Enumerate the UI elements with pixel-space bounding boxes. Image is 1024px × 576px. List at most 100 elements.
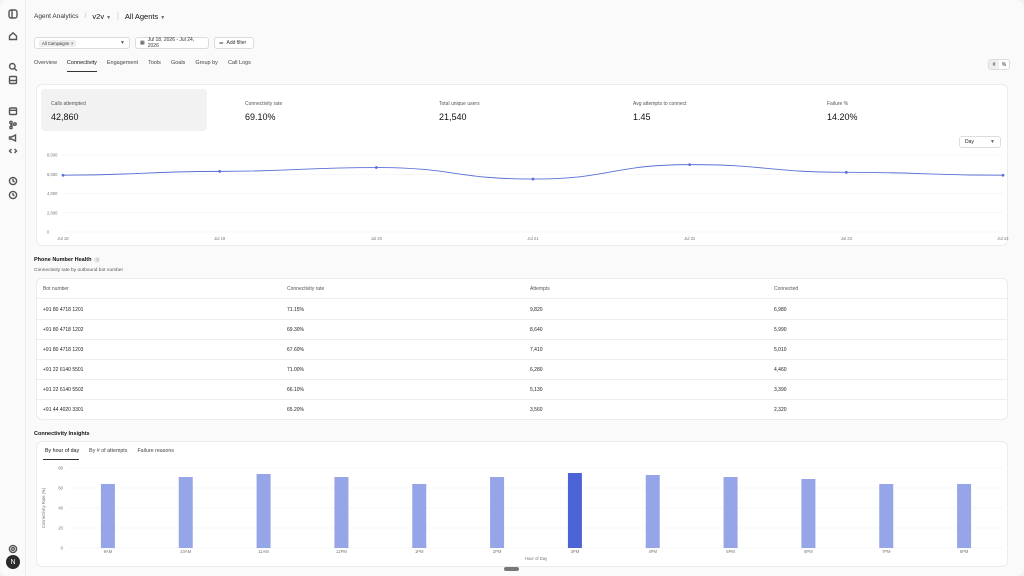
- code-icon[interactable]: [8, 146, 18, 156]
- x-tick-label: 3PM: [571, 549, 580, 554]
- x-tick-label: 7PM: [882, 549, 891, 554]
- tab-goals[interactable]: Goals: [170, 60, 186, 66]
- x-tick-label: 6PM: [804, 549, 813, 554]
- metric-label: Calls attempted: [51, 101, 86, 107]
- cell-bot-number: +91 22 6140 5502: [43, 387, 84, 393]
- agent-label: All Agents: [124, 11, 159, 21]
- data-point: [374, 166, 378, 169]
- table-header: Bot number Connectivity rate Attempts Co…: [37, 279, 1009, 299]
- bar: [412, 484, 427, 548]
- column-header: Connected: [774, 286, 799, 292]
- date-range-picker[interactable]: ▦ Jul 18, 2026 - Jul 24, 2026: [135, 37, 209, 49]
- main-content: Agent Analytics / v2v ▼ | All Agents ▼ All…: [26, 0, 1024, 576]
- x-tick-label: Jul 18: [57, 236, 69, 241]
- cell-connectivity: 71.15%: [287, 307, 304, 313]
- sidebar-toggle-icon[interactable]: [8, 9, 18, 19]
- metric-avg-attempts[interactable]: Avg attempts to connect 1.45: [623, 89, 789, 131]
- y-tick-label: 0: [61, 546, 64, 551]
- inbox-icon[interactable]: [8, 75, 18, 85]
- phone-health-title-text: Phone Number Health: [34, 257, 92, 263]
- campaign-chip-label: All Campaigns: [42, 40, 69, 46]
- toggle-count[interactable]: #: [989, 60, 999, 69]
- calls-line-chart: 8,000 6,000 4,000 2,000 0 Jul 18 Jul 19 Jul 20 J…: [47, 153, 1009, 242]
- hourly-bar-chart: 80 60 40 20 0 Connectivity Rate (%) 9AM 10AM 11A…: [41, 466, 1003, 561]
- data-point: [688, 163, 692, 167]
- y-tick-label: 20: [58, 526, 63, 531]
- granularity-label: Day: [965, 139, 974, 145]
- tab-overview[interactable]: Overview: [34, 60, 57, 66]
- count-percent-toggle: # %: [988, 59, 1010, 70]
- metric-label: Total unique users: [439, 101, 480, 107]
- info-icon[interactable]: ?: [94, 257, 101, 263]
- cell-bot-number: +91 44 4020 3301: [43, 407, 84, 413]
- table-row[interactable]: +91 80 4718 1201 71.15% 9,820 6,980: [37, 300, 1009, 320]
- version-label: v2v: [92, 11, 105, 21]
- tab-failure-reasons[interactable]: Failure reasons: [137, 448, 174, 454]
- calendar-icon[interactable]: [8, 106, 18, 116]
- table-row[interactable]: +91 80 4718 1202 69.30% 8,640 5,990: [37, 320, 1009, 340]
- insights-card: By hour of day By # of attempts Failure …: [36, 441, 1008, 567]
- campaign-select[interactable]: All Campaigns × ▼: [34, 37, 130, 49]
- insights-title: Connectivity Insights: [34, 431, 90, 437]
- user-avatar[interactable]: N: [6, 555, 20, 569]
- metric-unique-users[interactable]: Total unique users 21,540: [429, 89, 595, 131]
- cell-connected: 4,460: [774, 367, 787, 373]
- cell-bot-number: +91 22 6140 5501: [43, 367, 84, 373]
- calendar-icon: ▦: [140, 40, 145, 46]
- x-tick-label: Jul 24: [997, 236, 1009, 241]
- y-tick-label: 0: [47, 230, 50, 235]
- x-tick-label: Jul 23: [841, 236, 853, 241]
- table-row[interactable]: +91 44 4020 3301 65.20% 3,560 2,320: [37, 400, 1009, 420]
- megaphone-icon[interactable]: [8, 133, 18, 143]
- table-row[interactable]: +91 80 4718 1203 67.60% 7,410 5,010: [37, 340, 1009, 360]
- data-point: [531, 177, 535, 181]
- tab-group-by[interactable]: Group by: [195, 60, 218, 66]
- version-selector[interactable]: v2v ▼: [92, 12, 111, 21]
- tab-engagement[interactable]: Engagement: [106, 60, 139, 66]
- bar: [957, 484, 972, 548]
- x-tick-label: Jul 20: [371, 236, 383, 241]
- tab-by-attempts[interactable]: By # of attempts: [89, 448, 128, 454]
- breadcrumb-separator: /: [84, 12, 87, 20]
- data-point: [844, 170, 848, 174]
- add-filter-button[interactable]: ⚌ Add filter: [214, 37, 254, 49]
- home-icon[interactable]: [8, 31, 18, 41]
- cell-connected: 3,390: [774, 387, 787, 393]
- date-range-label: Jul 18, 2026 - Jul 24, 2026: [147, 37, 195, 49]
- branch-icon[interactable]: [8, 120, 18, 130]
- granularity-select[interactable]: Day ▼: [959, 136, 1001, 148]
- remove-chip-icon[interactable]: ×: [71, 40, 74, 46]
- y-tick-label: 2,000: [47, 210, 58, 215]
- chevron-down-icon: ▼: [160, 14, 166, 21]
- metric-failure-percent[interactable]: Failure % 14.20%: [817, 89, 983, 131]
- breadcrumb-separator: |: [117, 12, 119, 20]
- tab-by-hour[interactable]: By hour of day: [43, 448, 80, 460]
- metric-connectivity-rate[interactable]: Connectivity rate 69.10%: [235, 89, 401, 131]
- settings-icon[interactable]: [8, 544, 18, 554]
- toggle-percent[interactable]: %: [1001, 61, 1007, 68]
- column-header: Attempts: [530, 286, 550, 292]
- metric-label: Failure %: [827, 101, 849, 107]
- x-tick-label: 4PM: [648, 549, 657, 554]
- cell-connected: 2,320: [774, 407, 787, 413]
- agent-selector[interactable]: All Agents ▼: [125, 12, 165, 21]
- search-icon[interactable]: [8, 62, 18, 72]
- tab-connectivity[interactable]: Connectivity: [66, 60, 97, 72]
- table-row[interactable]: +91 22 6140 5502 66.10% 5,130 3,390: [37, 380, 1009, 400]
- breadcrumb-section[interactable]: Agent Analytics: [34, 12, 79, 20]
- history-icon[interactable]: [8, 190, 18, 200]
- tab-call-logs[interactable]: Call Logs: [227, 60, 251, 66]
- metric-value: 42,860: [51, 112, 79, 122]
- tab-tools[interactable]: Tools: [148, 60, 161, 66]
- metrics-card: Calls attempted 42,860 Connectivity rate…: [36, 84, 1009, 246]
- analytics-icon[interactable]: [8, 176, 18, 186]
- metric-calls-attempted[interactable]: Calls attempted 42,860: [41, 89, 207, 131]
- bar: [723, 477, 738, 548]
- bar: [490, 477, 505, 548]
- cell-connected: 5,990: [774, 327, 787, 333]
- x-tick-label: 9AM: [104, 549, 113, 554]
- breadcrumb: Agent Analytics / v2v ▼ | All Agents ▼: [34, 10, 165, 22]
- scrollbar-thumb[interactable]: [504, 567, 519, 571]
- table-row[interactable]: +91 22 6140 5501 71.00% 6,280 4,460: [37, 360, 1009, 380]
- bar: [334, 477, 349, 548]
